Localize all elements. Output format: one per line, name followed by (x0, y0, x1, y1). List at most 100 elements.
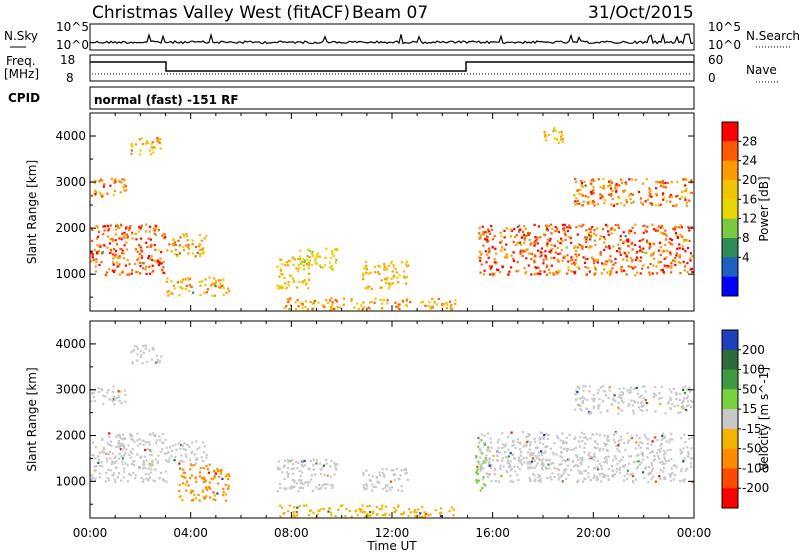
power-cell (171, 292, 174, 295)
power-cell (188, 284, 191, 287)
velocity-cell (539, 480, 542, 483)
power-cell (112, 193, 115, 197)
velocity-cell (143, 455, 146, 458)
power-cell (635, 251, 638, 255)
colorbar-swatch (722, 369, 738, 390)
velocity-cell (604, 394, 607, 397)
velocity-cell (117, 472, 121, 475)
velocity-cell (132, 349, 135, 352)
velocity-cell (658, 461, 662, 464)
nsky-label: N.Sky (4, 29, 38, 43)
power-cell (279, 269, 283, 272)
colorbar-tick-label: 8 (742, 231, 750, 245)
power-cell (183, 235, 186, 238)
velocity-cell (182, 468, 185, 471)
velocity-cell (640, 395, 643, 398)
power-cell (398, 303, 401, 306)
power-cell (172, 284, 176, 287)
power-cell (153, 229, 156, 232)
power-cell (112, 257, 115, 260)
power-cell (518, 241, 522, 244)
velocity-cell (297, 461, 300, 465)
velocity-cell (588, 451, 591, 455)
power-cell (677, 226, 680, 229)
power-cell (684, 177, 687, 180)
velocity-cell (328, 507, 331, 510)
power-cell (488, 230, 491, 233)
colorbar-swatch (722, 428, 738, 450)
velocity-cell (182, 448, 185, 451)
velocity-cell (687, 404, 690, 407)
velocity-cell (565, 449, 569, 453)
power-cell (307, 278, 310, 281)
velocity-cell (688, 386, 691, 389)
power-cell (483, 231, 486, 234)
power-cell (482, 233, 485, 236)
power-cell (641, 250, 644, 253)
power-cell (299, 249, 302, 252)
power-cell (655, 194, 658, 197)
power-cell (449, 305, 452, 308)
velocity-cell (188, 458, 192, 461)
velocity-cell (178, 489, 181, 493)
velocity-cell (334, 463, 337, 466)
power-cell (120, 247, 123, 251)
velocity-cell (158, 435, 161, 438)
velocity-cell (118, 434, 121, 437)
power-cell (606, 271, 609, 274)
power-cell (573, 261, 576, 264)
velocity-cell (477, 436, 480, 440)
velocity-cell (603, 442, 606, 445)
velocity-cell (121, 448, 124, 451)
velocity-cell (649, 451, 652, 454)
power-cell (565, 226, 568, 229)
power-cell (313, 259, 317, 262)
velocity-cell (613, 473, 617, 476)
velocity-cell (100, 388, 103, 391)
power-cell (123, 183, 126, 187)
power-cell (306, 263, 310, 266)
velocity-cell (596, 459, 599, 463)
velocity-cell (654, 385, 657, 389)
velocity-cell (147, 473, 150, 476)
power-cell (409, 301, 412, 304)
power-cell (523, 237, 526, 240)
velocity-cell (654, 410, 657, 413)
power-cell (314, 257, 317, 260)
power-cell (586, 257, 589, 260)
power-cell (620, 270, 623, 273)
velocity-cell (486, 476, 490, 479)
power-cell (99, 178, 103, 181)
power-cell (154, 233, 157, 236)
velocity-cell (142, 351, 145, 354)
power-cell (562, 256, 565, 259)
power-cell (112, 247, 116, 251)
velocity-cell (289, 459, 292, 462)
power-cell (104, 225, 107, 228)
velocity-cell (514, 470, 517, 473)
power-cell (563, 229, 566, 232)
velocity-cell (533, 474, 536, 477)
velocity-cell (202, 496, 205, 499)
power-cell (505, 253, 508, 256)
velocity-cell (333, 473, 336, 476)
velocity-cell (129, 433, 132, 436)
velocity-cell (605, 455, 608, 458)
velocity-cell (532, 473, 535, 476)
power-cell (293, 258, 296, 261)
velocity-cell (577, 469, 580, 472)
velocity-cell (524, 443, 527, 446)
velocity-cell (195, 480, 198, 483)
power-cell (659, 246, 663, 249)
velocity-cell (283, 477, 286, 480)
power-cell (620, 269, 623, 272)
power-cell (549, 237, 552, 240)
velocity-cell (643, 477, 646, 480)
velocity-cell (559, 446, 562, 449)
power-cell (308, 272, 311, 275)
power-cell (210, 284, 213, 287)
velocity-cell (670, 390, 673, 393)
power-cell (131, 237, 134, 240)
power-cell (166, 277, 169, 280)
